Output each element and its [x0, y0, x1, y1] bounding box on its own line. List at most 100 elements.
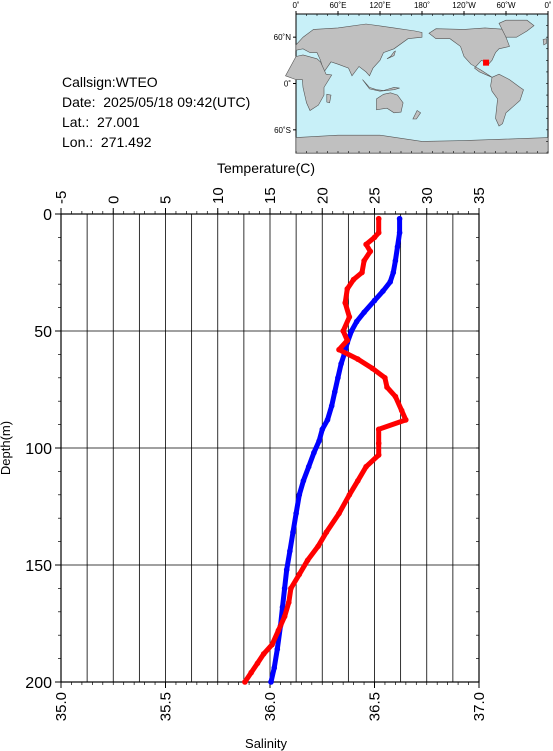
salinity-point — [254, 660, 261, 667]
continent-greenland — [498, 19, 535, 38]
temperature-point — [271, 665, 278, 671]
salinity-tick-label: 35.0 — [53, 692, 70, 721]
map-top-tick-label: 0˚ — [292, 1, 299, 10]
temperature-tick-label: 30 — [419, 187, 436, 204]
salinity-point — [375, 215, 382, 222]
temperature-point — [293, 510, 299, 517]
temperature-point — [279, 604, 286, 610]
salinity-point — [371, 234, 378, 241]
map-left-ticks: 60˚N 0˚ 60˚S — [274, 13, 548, 154]
temperature-tick-label: 10 — [210, 187, 227, 204]
temperature-point — [328, 403, 335, 409]
temperature-point — [338, 361, 344, 367]
salinity-point — [375, 452, 382, 458]
temperature-point — [324, 417, 331, 423]
temperature-point — [353, 318, 360, 325]
salinity-point — [275, 627, 282, 634]
map-top-tick-label: 120˚E — [369, 1, 390, 10]
temperature-point — [390, 269, 397, 276]
station-marker — [483, 59, 490, 66]
salinity-point — [260, 651, 267, 657]
salinity-point — [375, 426, 382, 433]
depth-tick-label: 150 — [25, 558, 52, 575]
salinity-point — [315, 543, 321, 550]
map-left-tick-label: 60˚N — [274, 33, 292, 42]
salinity-line — [242, 216, 409, 685]
island-britain — [542, 38, 547, 46]
continent-south-america — [490, 73, 524, 127]
temperature-point — [348, 328, 355, 334]
temperature-line — [268, 216, 403, 685]
depth-tick-label: 200 — [25, 675, 52, 692]
salinity-point — [269, 641, 275, 648]
salinity-tick-label: 37.0 — [471, 692, 488, 721]
temperature-tick-label: 15 — [262, 187, 279, 204]
salinity-point — [367, 248, 374, 255]
temperature-point — [281, 585, 288, 592]
salinity-tick-label: 36.5 — [367, 692, 384, 721]
salinity-point — [359, 269, 365, 276]
temperature-point — [332, 389, 338, 395]
salinity-point — [369, 365, 376, 372]
temperature-point — [319, 426, 326, 433]
salinity-point — [336, 346, 342, 353]
chart-series — [242, 215, 409, 685]
temperature-point — [274, 646, 281, 652]
bottom-axis-title: Salinity — [245, 736, 287, 751]
salinity-point — [382, 375, 388, 381]
map-top-tick-label: 0˚ — [544, 1, 551, 10]
salinity-point — [350, 276, 357, 283]
salinity-point — [323, 529, 330, 535]
island-japan — [386, 50, 396, 60]
temperature-tick-label: 5 — [158, 196, 175, 204]
map-top-tick-label: 120˚W — [452, 1, 476, 10]
salinity-point — [363, 463, 369, 470]
salinity-point — [288, 585, 294, 592]
temperature-point — [380, 288, 386, 295]
salinity-point — [296, 571, 303, 578]
temperature-point — [316, 438, 322, 444]
island-new-zealand — [412, 110, 422, 120]
salinity-point — [375, 440, 382, 447]
salinity-point — [342, 300, 349, 306]
salinity-point — [392, 393, 399, 400]
map-top-tick-label: 60˚W — [496, 1, 516, 10]
temperature-point — [311, 449, 317, 456]
salinity-point — [375, 229, 382, 236]
y-axis-title: Depth(m) — [0, 421, 13, 475]
map-left-tick-label: 0˚ — [284, 80, 291, 89]
temperature-point — [287, 548, 293, 554]
continent-australia — [376, 92, 404, 114]
temperature-point — [392, 258, 399, 264]
salinity-point — [248, 669, 254, 676]
map-top-tick-label: 180˚ — [414, 1, 430, 10]
salinity-point — [286, 599, 292, 606]
salinity-point — [363, 241, 369, 248]
continent-north-america — [428, 27, 510, 78]
callsign-label: Callsign:WTEO — [62, 74, 158, 90]
map-top-tick-label: 60˚E — [330, 1, 347, 10]
map-left-tick-label: 60˚S — [274, 126, 291, 135]
salinity-point — [398, 407, 405, 414]
top-axis-title: Temperature(C) — [217, 160, 315, 176]
temperature-tick-label: 35 — [471, 187, 488, 204]
temperature-tick-label: 25 — [367, 187, 384, 204]
map-land — [285, 19, 549, 154]
salinity-point — [355, 356, 361, 362]
temperature-point — [396, 215, 403, 222]
temperature-point — [296, 492, 303, 498]
station-info: Callsign:WTEO Date: 2025/05/18 09:42(UTC… — [62, 72, 250, 152]
date-label: Date: 2025/05/18 09:42(UTC) — [62, 94, 251, 110]
depth-tick-label: 0 — [43, 207, 52, 224]
continent-europe-asia — [295, 23, 423, 77]
continent-africa — [285, 54, 333, 111]
temperature-point — [387, 279, 394, 285]
depth-tick-label: 100 — [25, 441, 52, 458]
salinity-point — [344, 286, 351, 292]
salinity-point — [346, 314, 353, 320]
chart-grid — [60, 213, 480, 683]
salinity-point — [344, 337, 351, 344]
